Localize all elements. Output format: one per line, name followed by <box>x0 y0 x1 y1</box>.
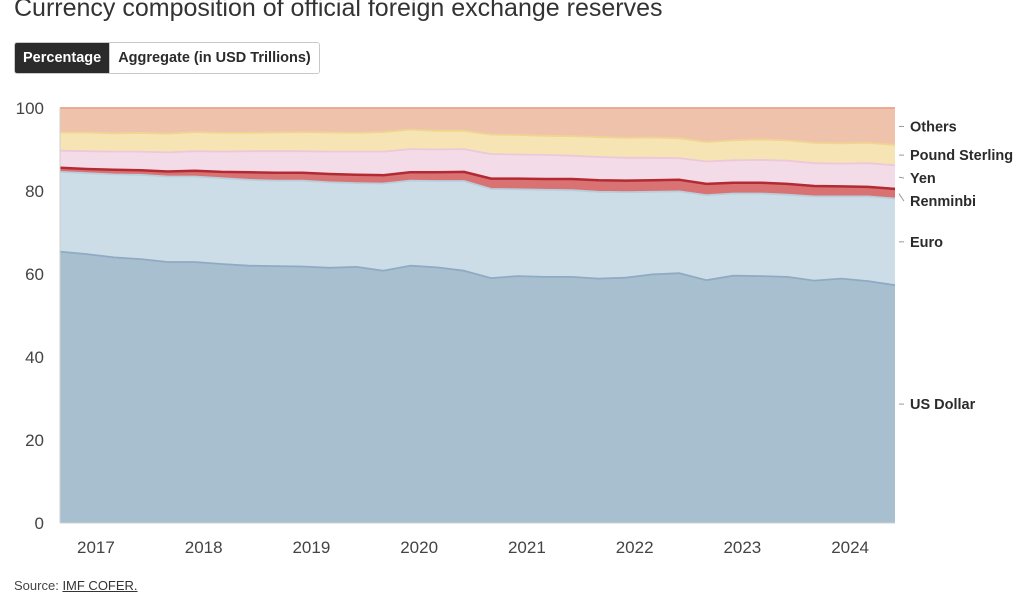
x-tick-label: 2023 <box>723 538 761 557</box>
line-renminbi <box>59 166 896 191</box>
area-pound-sterling <box>60 129 895 166</box>
y-tick-label: 60 <box>25 265 44 284</box>
aggregate-toggle-button[interactable]: Aggregate (in USD Trillions) <box>109 43 319 73</box>
view-toggle: Percentage Aggregate (in USD Trillions) <box>14 42 320 74</box>
x-tick-labels: 2017 2018 2019 2020 2021 2022 2023 2024 <box>77 538 869 557</box>
x-tick-label: 2019 <box>292 538 330 557</box>
legend-label: Renminbi <box>910 194 976 210</box>
area-others <box>60 108 895 145</box>
axes <box>59 108 895 524</box>
y-tick-label: 40 <box>25 348 44 367</box>
y-tick-label: 100 <box>16 99 44 118</box>
legend-label: Pound Sterling <box>910 148 1013 164</box>
x-tick-label: 2022 <box>616 538 654 557</box>
source-prefix: Source: <box>14 578 59 593</box>
line-euro <box>59 171 896 200</box>
y-tick-label: 80 <box>25 182 44 201</box>
line-yen <box>59 148 896 167</box>
legend-leader <box>898 193 905 202</box>
x-tick-label: 2017 <box>77 538 115 557</box>
legend-leader <box>898 176 905 179</box>
x-tick-label: 2021 <box>508 538 546 557</box>
stacked-area-chart: 0 20 40 60 80 100 2017 2018 2019 2020 2021 2022 202… <box>16 99 1013 557</box>
line-us-dollar <box>59 250 896 287</box>
legend-label: US Dollar <box>910 397 976 413</box>
legend-label: Euro <box>910 235 943 251</box>
chart-title: Currency composition of official foreign… <box>14 0 663 22</box>
percentage-toggle-button[interactable]: Percentage <box>15 43 110 73</box>
y-tick-label: 0 <box>35 514 44 533</box>
series-lines <box>59 107 896 287</box>
area-renminbi <box>60 167 895 199</box>
area-euro <box>60 171 895 286</box>
y-tick-label: 20 <box>25 431 44 450</box>
legend-label: Others <box>910 119 957 135</box>
x-tick-label: 2020 <box>400 538 438 557</box>
source-note: Source: IMF COFER. <box>14 578 138 593</box>
legend-label: Yen <box>910 171 936 187</box>
area-us-dollar <box>60 251 895 523</box>
line-pound-sterling <box>60 128 896 146</box>
x-tick-label: 2024 <box>831 538 869 557</box>
source-link[interactable]: IMF COFER. <box>62 578 138 593</box>
legend: Others Pound Sterling Yen Renminbi Euro US Do… <box>898 119 1013 413</box>
y-tick-labels: 0 20 40 60 80 100 <box>16 99 44 533</box>
x-tick-label: 2018 <box>185 538 223 557</box>
